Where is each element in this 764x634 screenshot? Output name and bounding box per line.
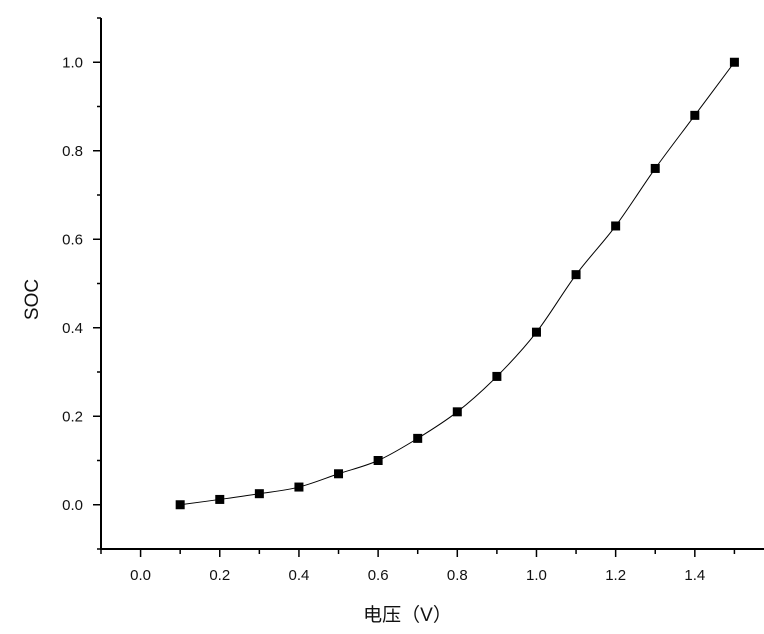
data-point <box>254 489 264 499</box>
data-point <box>690 110 700 120</box>
data-point <box>175 500 185 510</box>
data-point <box>215 494 225 504</box>
y-tick-label: 0.6 <box>62 231 83 248</box>
x-tick-label: 1.0 <box>526 567 547 584</box>
y-tick-label: 0.2 <box>62 408 83 425</box>
data-point <box>571 270 581 280</box>
series-line <box>180 61 735 506</box>
x-tick-label: 0.6 <box>368 567 389 584</box>
data-point <box>611 221 621 231</box>
y-axis-title: SOC <box>22 279 43 320</box>
x-tick-label: 0.2 <box>209 567 230 584</box>
data-point <box>334 469 344 479</box>
x-tick-label: 1.2 <box>605 567 626 584</box>
data-point <box>729 57 739 67</box>
data-point <box>294 482 304 492</box>
y-tick-label: 1.0 <box>62 54 83 71</box>
data-point <box>531 327 541 337</box>
y-tick-label: 0.0 <box>62 497 83 514</box>
y-tick-label: 0.8 <box>62 143 83 160</box>
x-tick-label: 0.8 <box>447 567 468 584</box>
x-tick-label: 0.0 <box>130 567 151 584</box>
data-point <box>492 371 502 381</box>
y-tick-label: 0.4 <box>62 320 83 337</box>
data-point <box>413 433 423 443</box>
x-tick-label: 1.4 <box>684 567 705 584</box>
data-point <box>452 407 462 417</box>
data-point <box>373 456 383 465</box>
data-point <box>650 163 660 173</box>
x-axis-title: 电压（V） <box>363 604 452 626</box>
x-tick-label: 0.4 <box>289 567 310 584</box>
